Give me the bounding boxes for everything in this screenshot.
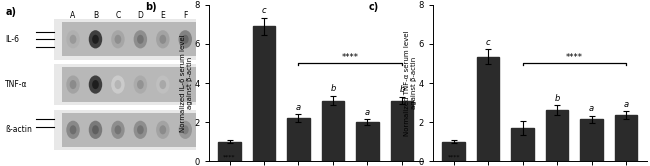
Text: ß-actin: ß-actin xyxy=(5,125,32,134)
Text: TNF-α: TNF-α xyxy=(5,80,28,89)
Ellipse shape xyxy=(156,75,170,94)
Ellipse shape xyxy=(134,75,147,94)
Bar xyxy=(580,119,603,161)
Bar xyxy=(356,122,379,161)
Text: IL-6: IL-6 xyxy=(5,35,20,44)
Ellipse shape xyxy=(137,35,144,44)
Ellipse shape xyxy=(89,75,102,94)
Ellipse shape xyxy=(66,75,80,94)
Bar xyxy=(322,101,344,161)
Ellipse shape xyxy=(134,121,147,139)
Ellipse shape xyxy=(182,80,188,89)
Text: B: B xyxy=(93,11,98,20)
Text: D: D xyxy=(137,11,143,20)
Text: b: b xyxy=(330,84,335,93)
Ellipse shape xyxy=(179,121,192,139)
Text: A: A xyxy=(70,11,75,20)
Bar xyxy=(477,57,499,161)
Bar xyxy=(54,110,196,150)
Text: E: E xyxy=(161,11,165,20)
Ellipse shape xyxy=(66,30,80,48)
Bar xyxy=(62,22,196,56)
Text: a: a xyxy=(589,104,594,113)
Ellipse shape xyxy=(70,35,77,44)
Ellipse shape xyxy=(114,35,122,44)
Ellipse shape xyxy=(92,80,99,89)
Bar xyxy=(54,19,196,60)
Ellipse shape xyxy=(159,125,166,134)
Text: ****: **** xyxy=(342,53,359,62)
Text: F: F xyxy=(183,11,187,20)
Bar xyxy=(54,64,196,105)
Ellipse shape xyxy=(179,75,192,94)
Text: b): b) xyxy=(145,2,156,12)
Ellipse shape xyxy=(66,121,80,139)
Text: b: b xyxy=(554,94,560,103)
Ellipse shape xyxy=(111,75,125,94)
Ellipse shape xyxy=(137,80,144,89)
Ellipse shape xyxy=(182,35,188,44)
Ellipse shape xyxy=(137,125,144,134)
Ellipse shape xyxy=(114,80,122,89)
Text: a): a) xyxy=(5,6,16,17)
Text: ****: **** xyxy=(566,53,583,62)
Bar xyxy=(391,101,413,161)
Text: a: a xyxy=(296,103,301,112)
Ellipse shape xyxy=(70,125,77,134)
Bar xyxy=(287,118,309,161)
Y-axis label: Normalized TNF-α serum level
against β-actin: Normalized TNF-α serum level against β-a… xyxy=(404,30,417,136)
Y-axis label: Normalized IL-6 serum level
against β-actin: Normalized IL-6 serum level against β-ac… xyxy=(180,34,193,132)
Ellipse shape xyxy=(111,121,125,139)
Text: ****: **** xyxy=(223,154,236,159)
Ellipse shape xyxy=(111,30,125,48)
Text: b: b xyxy=(399,85,404,94)
Text: c: c xyxy=(262,6,266,15)
Ellipse shape xyxy=(179,30,192,48)
Bar xyxy=(512,128,534,161)
Bar xyxy=(443,141,465,161)
Text: a: a xyxy=(365,108,370,117)
Ellipse shape xyxy=(156,121,170,139)
Text: ****: **** xyxy=(447,154,460,159)
Ellipse shape xyxy=(156,30,170,48)
Ellipse shape xyxy=(92,35,99,44)
Bar xyxy=(546,110,568,161)
Bar xyxy=(253,26,275,161)
Bar xyxy=(218,141,240,161)
Ellipse shape xyxy=(182,125,188,134)
Text: c): c) xyxy=(369,2,379,12)
Ellipse shape xyxy=(92,125,99,134)
Ellipse shape xyxy=(89,30,102,48)
Bar xyxy=(62,113,196,147)
Ellipse shape xyxy=(134,30,147,48)
Bar xyxy=(615,115,637,161)
Text: a: a xyxy=(623,100,629,109)
Ellipse shape xyxy=(89,121,102,139)
Bar xyxy=(62,67,196,102)
Ellipse shape xyxy=(114,125,122,134)
Ellipse shape xyxy=(70,80,77,89)
Ellipse shape xyxy=(159,35,166,44)
Text: c: c xyxy=(486,38,491,46)
Ellipse shape xyxy=(159,80,166,89)
Text: C: C xyxy=(115,11,120,20)
